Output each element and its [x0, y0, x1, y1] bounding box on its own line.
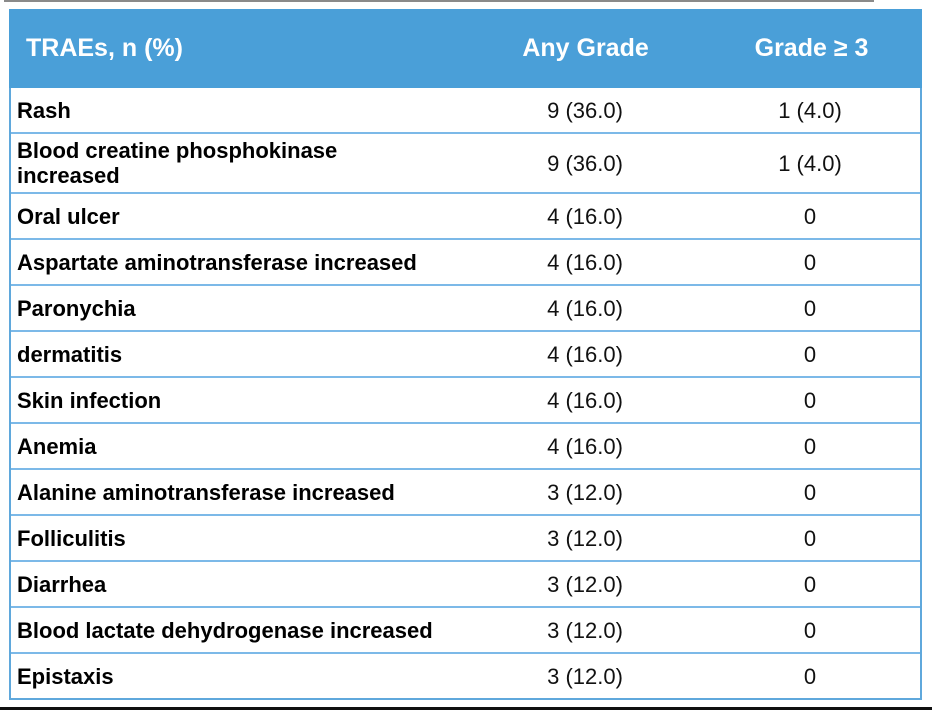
cell-grade-ge-3: 0	[803, 387, 817, 413]
table-row: Oral ulcer 4 (16.0) 0	[11, 194, 920, 240]
cell-grade-ge-3: 0	[803, 525, 817, 551]
ae-name-text: Epistaxis	[17, 663, 114, 689]
cell-grade-ge-3: 1 (4.0)	[778, 150, 842, 176]
cell-any-grade: 4 (16.0)	[547, 249, 623, 275]
cell-ae-name: Skin infection	[11, 384, 470, 417]
ae-name-text: Blood lactate dehydrogenase increased	[17, 617, 433, 643]
table-row: Skin infection 4 (16.0) 0	[11, 378, 920, 424]
table-row: Folliculitis 3 (12.0) 0	[11, 516, 920, 562]
cell-grade-ge-3: 0	[803, 663, 817, 689]
cell-grade-ge-3: 0	[803, 479, 817, 505]
cell-ae-name: Rash	[11, 94, 470, 127]
header-cell-traes: TRAEs, n (%)	[26, 34, 183, 62]
cell-any-grade: 9 (36.0)	[547, 97, 623, 123]
cell-any-grade: 4 (16.0)	[547, 433, 623, 459]
bottom-border-line	[0, 707, 932, 710]
cell-ae-name: Blood creatine phosphokinase increased	[11, 134, 470, 192]
ae-name-text: Oral ulcer	[17, 203, 120, 229]
ae-name-text: Rash	[17, 97, 71, 123]
cell-any-grade: 3 (12.0)	[547, 479, 623, 505]
cell-grade-ge-3: 0	[803, 433, 817, 459]
cell-grade-ge-3: 0	[803, 571, 817, 597]
cell-any-grade: 3 (12.0)	[547, 617, 623, 643]
top-border-line	[4, 0, 874, 2]
cell-any-grade: 4 (16.0)	[547, 295, 623, 321]
cell-any-grade: 4 (16.0)	[547, 203, 623, 229]
table-row: Rash 9 (36.0) 1 (4.0)	[11, 88, 920, 134]
ae-name-text: Aspartate aminotransferase increased	[17, 249, 417, 275]
cell-grade-ge-3: 1 (4.0)	[778, 97, 842, 123]
cell-any-grade: 4 (16.0)	[547, 341, 623, 367]
cell-any-grade: 4 (16.0)	[547, 387, 623, 413]
ae-name-text: dermatitis	[17, 341, 123, 367]
ae-name-text: Blood creatine phosphokinase increased	[17, 138, 338, 188]
cell-any-grade: 3 (12.0)	[547, 525, 623, 551]
cell-ae-name: Epistaxis	[11, 660, 470, 693]
cell-grade-ge-3: 0	[803, 617, 817, 643]
cell-ae-name: Blood lactate dehydrogenase increased	[11, 614, 470, 647]
cell-ae-name: Oral ulcer	[11, 200, 470, 233]
ae-name-text: Paronychia	[17, 295, 136, 321]
header-cell-grade-ge-3: Grade ≥ 3	[754, 34, 869, 62]
table-row: Paronychia 4 (16.0) 0	[11, 286, 920, 332]
ae-name-text: Diarrhea	[17, 571, 107, 597]
cell-ae-name: Diarrhea	[11, 568, 470, 601]
table-row: Aspartate aminotransferase increased 4 (…	[11, 240, 920, 286]
table-row: Alanine aminotransferase increased 3 (12…	[11, 470, 920, 516]
ae-name-text: Skin infection	[17, 387, 162, 413]
cell-ae-name: Aspartate aminotransferase increased	[11, 246, 470, 279]
table-row: Blood creatine phosphokinase increased 9…	[11, 134, 920, 194]
cell-grade-ge-3: 0	[803, 341, 817, 367]
table-row: Blood lactate dehydrogenase increased 3 …	[11, 608, 920, 654]
ae-name-text: Folliculitis	[17, 525, 126, 551]
table-row: Diarrhea 3 (12.0) 0	[11, 562, 920, 608]
cell-grade-ge-3: 0	[803, 203, 817, 229]
cell-ae-name: Paronychia	[11, 292, 470, 325]
cell-ae-name: Folliculitis	[11, 522, 470, 555]
header-cell-any-grade: Any Grade	[522, 34, 649, 62]
table-row: Anemia 4 (16.0) 0	[11, 424, 920, 470]
cell-ae-name: Alanine aminotransferase increased	[11, 476, 470, 509]
cell-grade-ge-3: 0	[803, 249, 817, 275]
ae-name-text: Alanine aminotransferase increased	[17, 479, 395, 505]
cell-any-grade: 3 (12.0)	[547, 663, 623, 689]
trae-table: TRAEs, n (%) Any Grade Grade ≥ 3 Rash 9 …	[9, 9, 922, 700]
cell-ae-name: Anemia	[11, 430, 470, 463]
table-row: Epistaxis 3 (12.0) 0	[11, 654, 920, 698]
cell-any-grade: 3 (12.0)	[547, 571, 623, 597]
table-body: Rash 9 (36.0) 1 (4.0) Blood creatine pho…	[9, 88, 922, 700]
cell-ae-name: dermatitis	[11, 338, 470, 371]
cell-any-grade: 9 (36.0)	[547, 150, 623, 176]
table-header-row: TRAEs, n (%) Any Grade Grade ≥ 3	[9, 9, 922, 88]
table-row: dermatitis 4 (16.0) 0	[11, 332, 920, 378]
ae-name-text: Anemia	[17, 433, 97, 459]
cell-grade-ge-3: 0	[803, 295, 817, 321]
